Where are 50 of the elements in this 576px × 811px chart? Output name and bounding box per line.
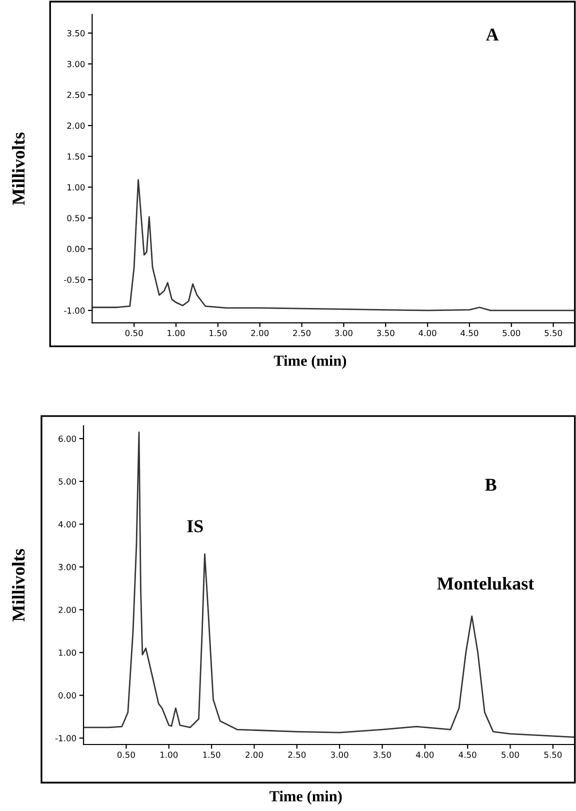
x-tick-label: 4.00 [418,330,436,336]
x-tick-label: 1.00 [168,330,185,336]
x-axis-title: Time (min) [270,790,342,805]
line-series [92,179,574,312]
text: B [485,478,496,491]
text: A [486,28,499,41]
x-tick-label: 5.50 [544,752,562,758]
x-tick-label: 3.50 [374,752,391,758]
y-tick-label: 1.00 [68,184,85,190]
x-tick-label: 3.00 [330,752,348,758]
y-tick-label: 3.00 [58,564,76,570]
y-tick-label: -0.50 [64,276,85,283]
x-tick-label: 3.00 [335,330,352,336]
x-tick-label: 1.00 [160,752,178,758]
y-tick-label: -1.00 [55,735,76,742]
y-axis-title: Millivolts [12,548,25,622]
x-tick-label: 5.00 [502,752,519,758]
y-tick-label: -1.00 [64,307,85,314]
x-tick-label: 1.50 [203,752,220,758]
x-tick-label: 5.00 [502,330,520,336]
y-tick-label: 2.00 [67,122,85,129]
y-tick-label: 2.50 [67,92,85,98]
x-tick-label: 0.50 [125,330,143,336]
y-tick-label: 2.00 [58,606,76,614]
x-tick-label: 4.50 [460,330,478,336]
y-tick-label: 5.00 [58,478,76,485]
y-tick-label: 3.00 [67,60,85,68]
annotation: Montelukast [437,576,534,590]
x-tick-label: 4.50 [458,752,476,758]
y-tick-label: 3.50 [67,30,85,36]
x-tick-label: 1.50 [210,330,227,336]
x-tick-label: 2.50 [293,330,310,336]
x-tick-label: 2.00 [246,752,263,758]
line-series [84,431,574,738]
x-tick-label: 0.50 [117,752,135,758]
annotation: IS [187,520,203,532]
x-tick-label: 2.00 [251,330,269,336]
y-axis-title: Millivolts [12,132,25,205]
x-tick-label: 5.50 [544,330,562,336]
x-axis-title: Time (min) [274,355,346,370]
y-tick-label: 0.00 [67,246,85,252]
y-tick-label: 6.00 [58,436,76,442]
y-tick-label: 0.50 [67,214,85,222]
y-tick-label: 1.50 [68,153,85,160]
x-tick-label: 2.50 [288,752,306,758]
x-tick-label: 3.50 [376,330,394,336]
x-tick-label: 4.00 [416,752,434,758]
y-tick-label: 0.00 [58,692,76,699]
y-tick-label: 4.00 [58,521,76,528]
y-tick-label: 1.00 [58,650,76,656]
